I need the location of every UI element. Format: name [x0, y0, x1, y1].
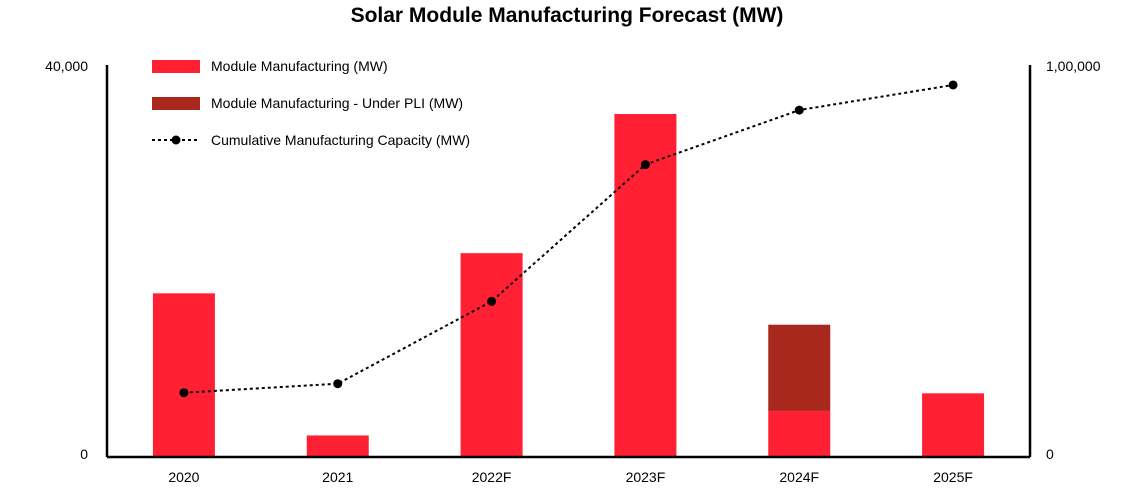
x-tick-label: 2021 [322, 469, 353, 485]
x-tick-label: 2024F [779, 469, 819, 485]
bar-0-2021 [306, 435, 369, 457]
left-tick-label: 0 [80, 446, 88, 462]
line-series [183, 84, 954, 394]
legend-marker [171, 135, 181, 145]
left-tick-label: 40,000 [45, 58, 88, 74]
x-tick-label: 2023F [626, 469, 666, 485]
legend-label-2: Cumulative Manufacturing Capacity (MW) [211, 132, 470, 148]
line-point-2022F [487, 296, 497, 306]
line-point-2024F [794, 105, 804, 115]
right-tick-label: 0 [1046, 446, 1054, 462]
line-point-2020 [179, 388, 189, 398]
x-tick-label: 2022F [472, 469, 512, 485]
legend-swatch-0 [152, 60, 200, 73]
bar-0-2023F [614, 114, 677, 457]
legend-swatch-1 [152, 97, 200, 110]
line-point-2025F [948, 80, 958, 90]
legend-label-1: Module Manufacturing - Under PLI (MW) [211, 95, 463, 111]
x-tick-label: 2025F [933, 469, 973, 485]
bar-0-2022F [460, 253, 523, 457]
right-tick-label: 1,00,000 [1046, 58, 1101, 74]
bar-0-2020 [152, 293, 215, 457]
legend: Module Manufacturing (MW) Module Manufact… [152, 58, 470, 148]
legend-label-0: Module Manufacturing (MW) [211, 58, 388, 74]
x-tick-label: 2020 [168, 469, 199, 485]
bar-1-2024F [768, 324, 831, 411]
line-point-2021 [333, 379, 343, 389]
line-point-2023F [640, 160, 650, 170]
chart-title: Solar Module Manufacturing Forecast (MW) [351, 4, 784, 27]
bar-0-2024F [768, 410, 831, 457]
bar-0-2025F [922, 393, 985, 457]
